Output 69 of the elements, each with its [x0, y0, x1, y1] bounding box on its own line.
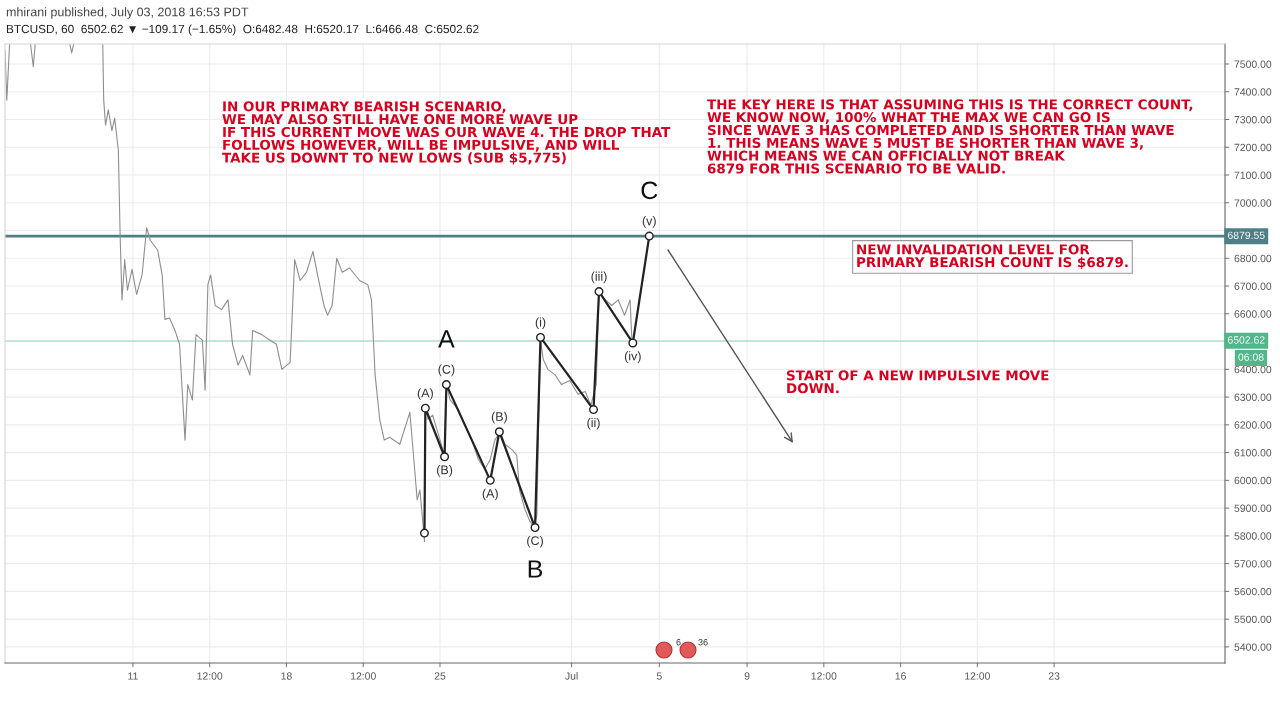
x-tick-label: 11 — [128, 672, 138, 680]
y-tick-label: 6700.00 — [1234, 282, 1272, 290]
y-tick-label: 6000.00 — [1234, 476, 1272, 485]
text: 06:08 — [1238, 353, 1264, 361]
annotation: (i) — [535, 317, 546, 330]
y-tick-label: 7400.00 — [1234, 88, 1272, 96]
point — [494, 427, 504, 437]
y-tick-label: 5500.00 — [1234, 615, 1272, 624]
x-tick-label: 16 — [895, 672, 906, 680]
x-tick-label: 12:00 — [965, 672, 990, 680]
x-tick-label: 18 — [281, 672, 292, 680]
ref-line-label: 6502.62 — [1227, 336, 1265, 344]
y-tick-label: 7500.00 — [1234, 60, 1272, 68]
annotation: IN OUR PRIMARY BEARISH SCENARIO, WE MAY ALSO STILL HAVE ONE MORE WAVE UP IF THIS CURRENT MOVE WAS OUR WAVE 4. THE DROP THAT FOLLOWS HOWEVER, WILL BE IMPULSIVE, AND WILL TAKE US DOWNT TO NEW LOWS (SUB $5,775) — [222, 101, 671, 165]
point — [644, 231, 654, 241]
x-tick-label: 12:00 — [350, 672, 376, 680]
chart-subtitle: BTCUSD, 60 6502.62 ▼ −109.17 (−1.65%) O:6482.48 H:6520.17 L:6466.48 C:6502.62 — [6, 24, 479, 36]
annotation: (iii) — [591, 271, 607, 284]
x-tick-label: 9 — [744, 672, 750, 680]
point — [440, 452, 450, 462]
y-tick-label: 6400.00 — [1234, 365, 1272, 374]
annotation: (C) — [438, 364, 455, 377]
annotation: THE KEY HERE IS THAT ASSUMING THIS IS THE CORRECT COUNT, WE KNOW NOW, 100% WHAT THE MAX WE CAN GO IS SINCE WAVE 3 HAS COMPLETED AND IS SHORTER THAN WAVE 1. THIS MEANS WAVE 5 MUST BE SHORTER THAN WAVE 3, WHICH MEANS WE CAN OFFICIALLY NOT BREAK 6879 FOR THIS SCENARIO TO BE VALID. — [707, 99, 1193, 174]
y-tick-label: 5700.00 — [1234, 560, 1272, 568]
y-tick-label: 7200.00 — [1234, 143, 1272, 152]
point — [628, 338, 638, 348]
annotation: NEW INVALIDATION LEVEL FOR PRIMARY BEARISH COUNT IS $6879. — [857, 244, 1128, 270]
point — [485, 475, 495, 485]
annotation: (A) — [482, 488, 498, 501]
annotation: START OF A NEW IMPULSIVE MOVE DOWN. — [786, 370, 1049, 394]
y-tick-label: 7100.00 — [1234, 171, 1272, 179]
annotation: (iv) — [624, 351, 641, 363]
annotation: 36 — [698, 639, 708, 646]
x-tick-label: Jul — [565, 672, 578, 680]
point — [594, 287, 604, 297]
y-tick-label: 6300.00 — [1234, 393, 1272, 401]
point — [536, 332, 546, 342]
ref-line-label: 6879.55 — [1227, 231, 1265, 240]
chart-title: mhirani published, July 03, 2018 16:53 PDT — [6, 7, 249, 19]
x-tick-label: 5 — [656, 672, 662, 680]
y-tick-label: 5800.00 — [1234, 532, 1272, 540]
y-tick-label: 6600.00 — [1234, 310, 1272, 318]
annotation: (v) — [642, 216, 656, 228]
annotation: B — [528, 560, 543, 578]
y-tick-label: 7000.00 — [1234, 199, 1272, 207]
annotation: C — [641, 181, 658, 200]
point — [441, 380, 451, 390]
y-tick-label: 6200.00 — [1234, 421, 1272, 429]
point — [530, 523, 540, 533]
annotation: (B) — [437, 465, 453, 477]
annotation: (A) — [417, 388, 433, 400]
annotation: (ii) — [587, 417, 600, 430]
y-tick-label: 5900.00 — [1234, 504, 1272, 512]
y-tick-label: 5600.00 — [1234, 587, 1272, 596]
x-tick-label: 12:00 — [811, 672, 837, 680]
y-tick-label: 7300.00 — [1234, 116, 1272, 124]
annotation: (C) — [527, 535, 543, 548]
x-tick-label: 23 — [1048, 672, 1060, 680]
y-tick-label: 6800.00 — [1234, 254, 1272, 263]
annotation: 6 — [676, 639, 681, 646]
annotation: (B) — [491, 411, 507, 424]
point — [589, 405, 599, 415]
point — [420, 403, 430, 413]
y-tick-label: 5400.00 — [1234, 643, 1272, 651]
x-tick-label: 25 — [434, 672, 446, 680]
y-tick-label: 6100.00 — [1234, 449, 1272, 457]
x-tick-label: 12:00 — [197, 672, 223, 680]
annotation: A — [438, 330, 455, 348]
point — [419, 528, 429, 538]
